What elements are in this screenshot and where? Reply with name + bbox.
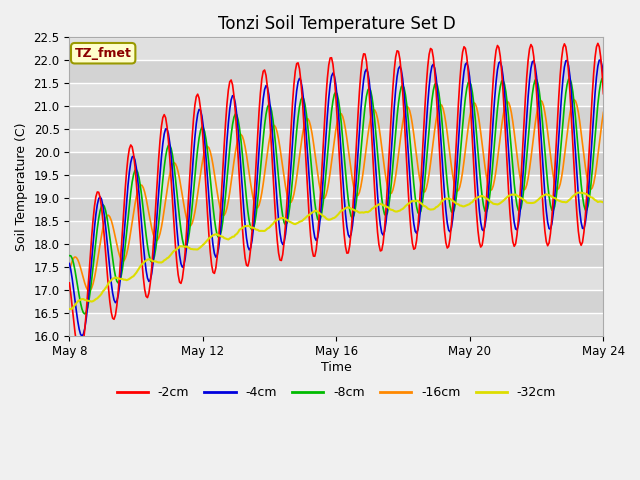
- -8cm: [85, 298, 93, 303]
- -16cm: [85, 288, 93, 294]
- -16cm: [102, 215, 109, 221]
- -2cm: [102, 251, 109, 256]
- -2cm: [447, 221, 455, 227]
- -4cm: [600, 74, 607, 80]
- -2cm: [600, 91, 607, 96]
- -16cm: [447, 164, 455, 169]
- -4cm: [527, 65, 535, 71]
- Y-axis label: Soil Temperature (C): Soil Temperature (C): [15, 122, 28, 251]
- -32cm: [600, 200, 607, 205]
- -8cm: [447, 209, 455, 215]
- -4cm: [598, 63, 606, 69]
- Bar: [69, 244, 604, 267]
- Title: Tonzi Soil Temperature Set D: Tonzi Soil Temperature Set D: [218, 15, 455, 33]
- -2cm: [598, 70, 606, 76]
- Bar: [69, 152, 604, 175]
- -16cm: [84, 287, 92, 293]
- Bar: [69, 198, 604, 221]
- -8cm: [65, 253, 73, 259]
- -2cm: [342, 244, 349, 250]
- -4cm: [85, 289, 93, 295]
- -8cm: [342, 168, 349, 174]
- -32cm: [67, 306, 75, 312]
- X-axis label: Time: Time: [321, 361, 352, 374]
- -32cm: [598, 199, 606, 205]
- -16cm: [527, 156, 535, 161]
- Line: -8cm: -8cm: [69, 78, 604, 314]
- -16cm: [598, 119, 606, 125]
- -4cm: [597, 57, 605, 63]
- -2cm: [65, 280, 73, 286]
- -8cm: [600, 75, 607, 81]
- -32cm: [447, 197, 455, 203]
- -32cm: [102, 285, 109, 291]
- -32cm: [342, 205, 349, 211]
- -8cm: [81, 311, 88, 317]
- -32cm: [85, 298, 93, 304]
- -2cm: [77, 352, 84, 358]
- Bar: [69, 60, 604, 83]
- Line: -4cm: -4cm: [69, 60, 604, 336]
- -4cm: [447, 225, 455, 230]
- -8cm: [597, 80, 605, 86]
- -8cm: [527, 104, 535, 110]
- -4cm: [78, 333, 86, 339]
- Bar: [69, 290, 604, 312]
- Line: -16cm: -16cm: [69, 100, 604, 291]
- -32cm: [527, 200, 535, 206]
- Bar: [69, 106, 604, 129]
- Line: -2cm: -2cm: [69, 43, 604, 355]
- -32cm: [575, 190, 582, 195]
- -16cm: [65, 269, 73, 275]
- -16cm: [570, 97, 578, 103]
- -2cm: [594, 40, 602, 46]
- -2cm: [527, 42, 535, 48]
- -32cm: [65, 306, 73, 312]
- -4cm: [102, 224, 109, 230]
- -16cm: [342, 127, 349, 132]
- Line: -32cm: -32cm: [69, 192, 604, 309]
- Text: TZ_fmet: TZ_fmet: [75, 47, 132, 60]
- -16cm: [600, 109, 607, 115]
- -4cm: [342, 211, 349, 216]
- -2cm: [85, 272, 93, 278]
- -4cm: [65, 261, 73, 266]
- -8cm: [102, 208, 109, 214]
- Legend: -2cm, -4cm, -8cm, -16cm, -32cm: -2cm, -4cm, -8cm, -16cm, -32cm: [111, 381, 561, 404]
